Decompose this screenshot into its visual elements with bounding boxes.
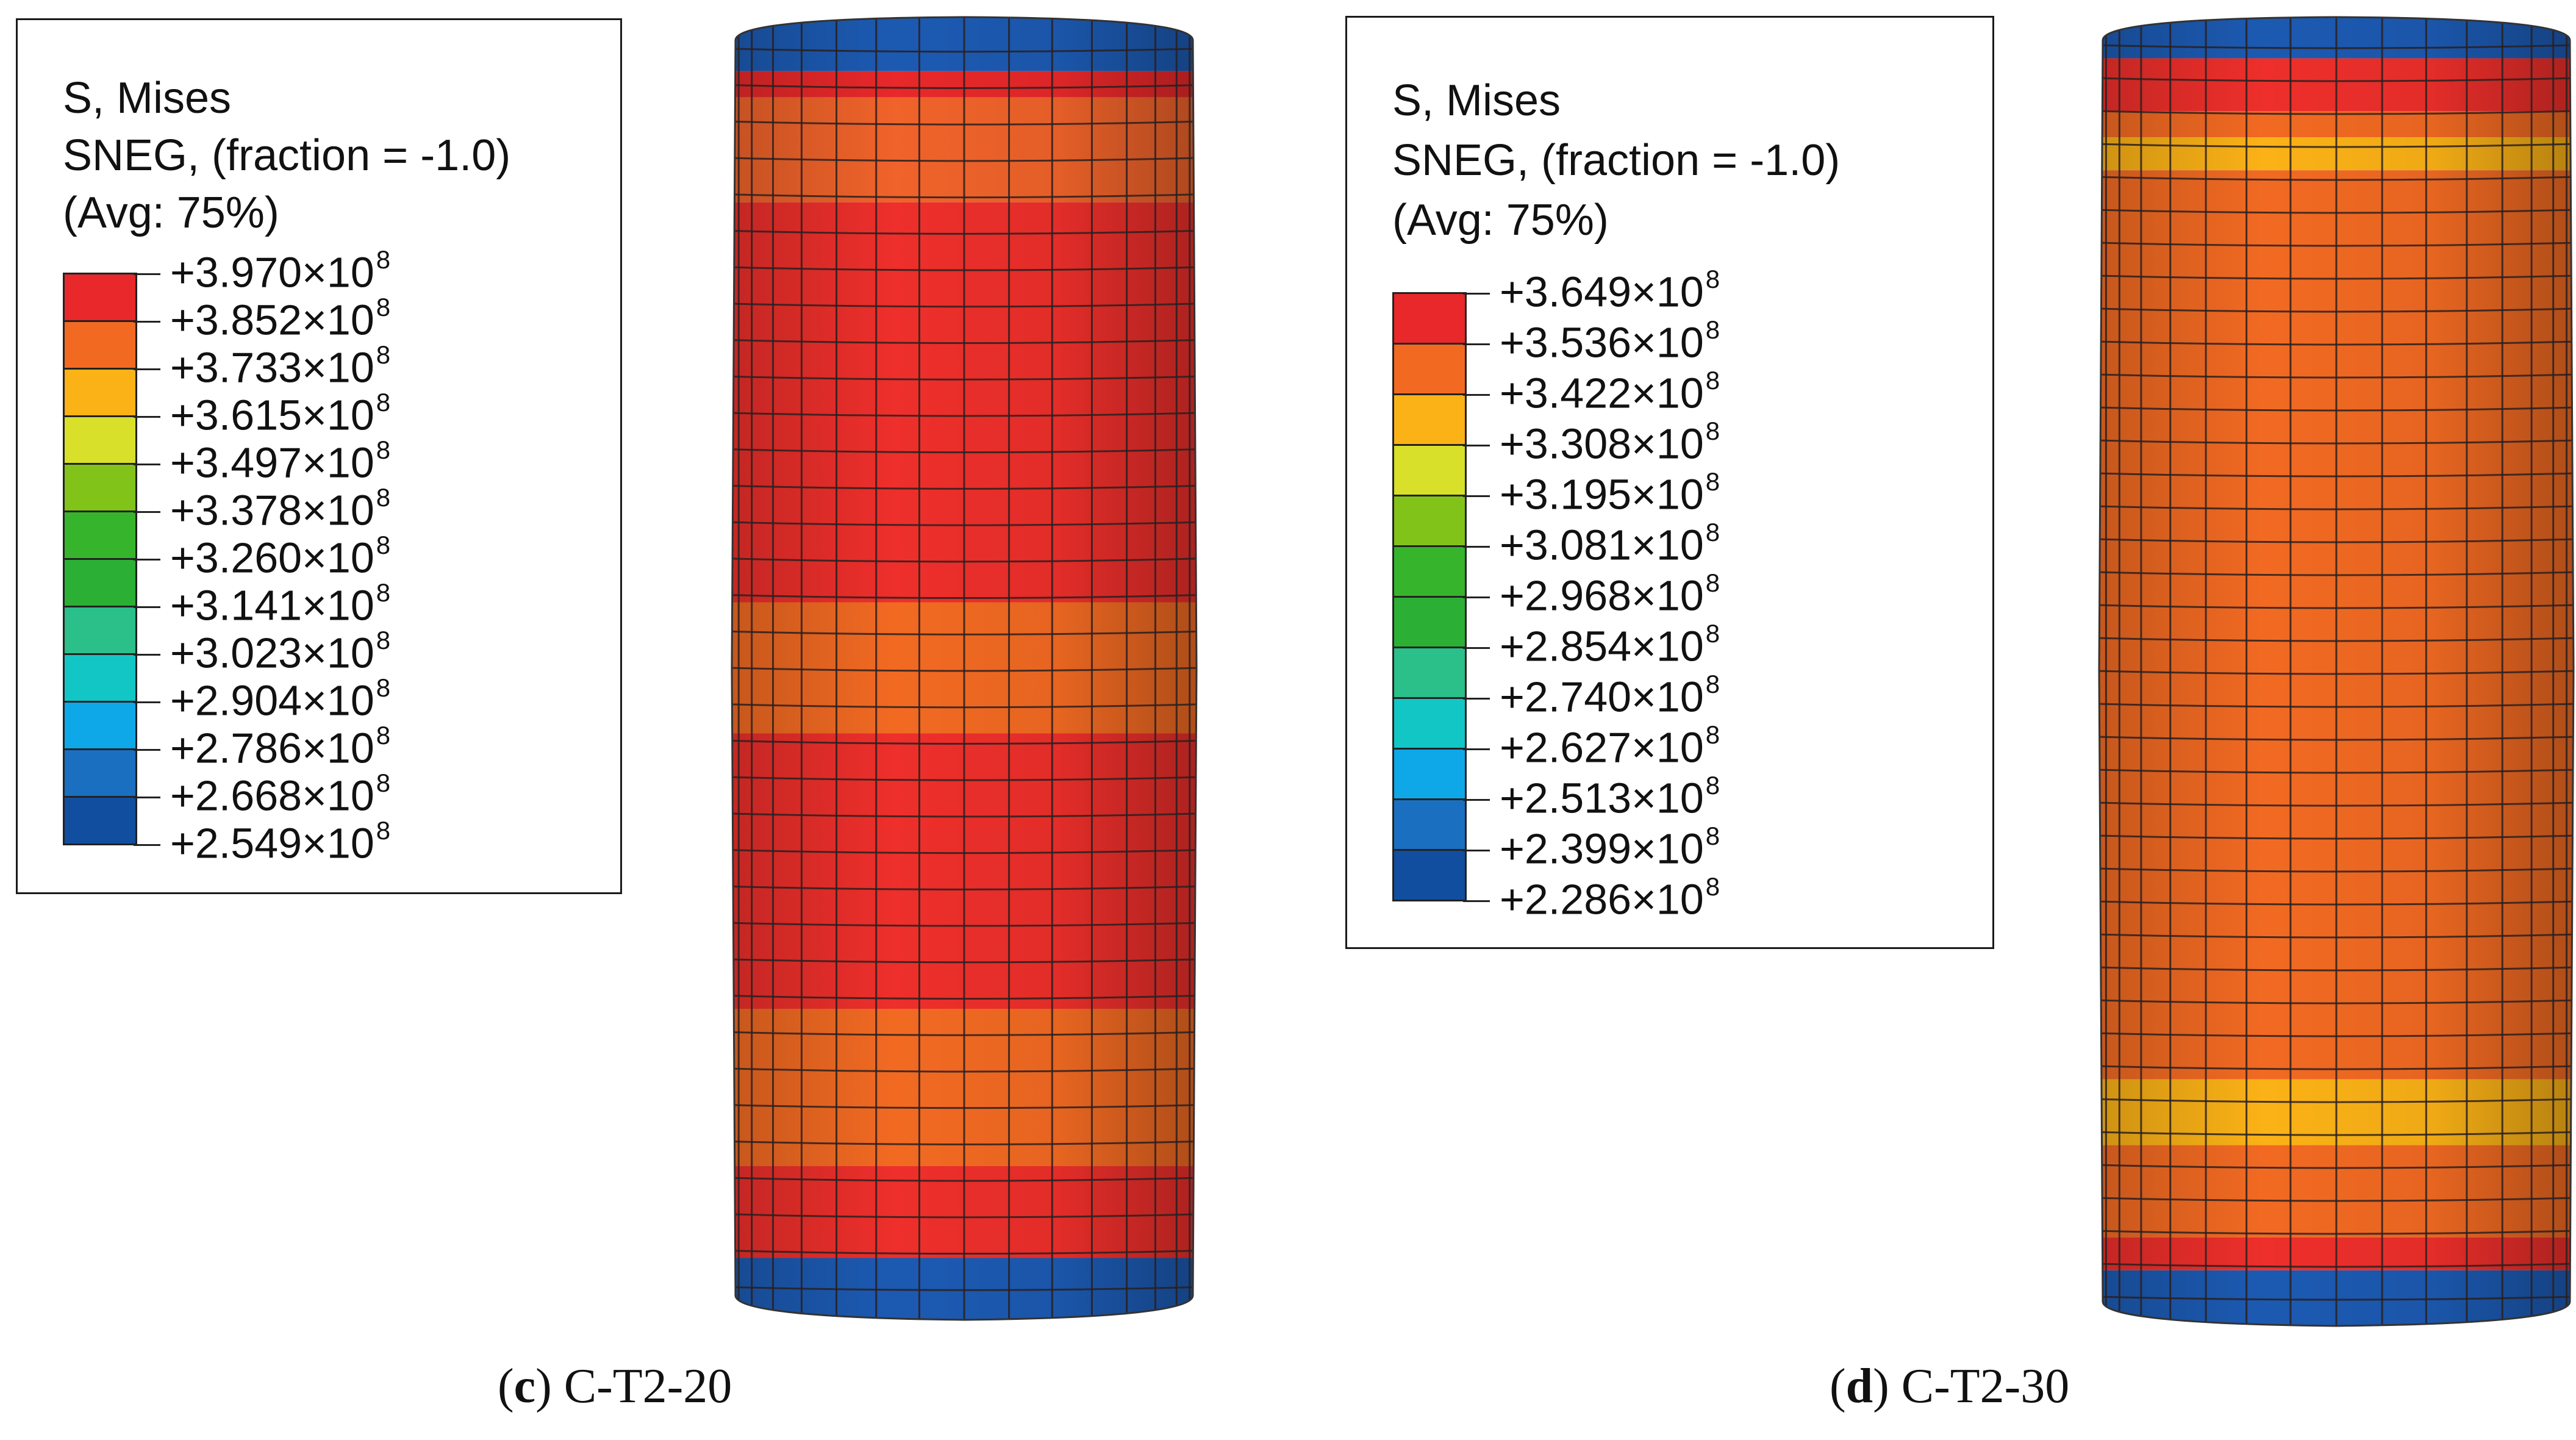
legend-tick [134,654,160,656]
legend-value: +2.549×108 [170,816,391,867]
legend-tick [1463,445,1490,446]
caption-text-d: C-T2-30 [1901,1359,2070,1413]
legend-tick [1463,546,1490,548]
color-swatch [65,274,135,320]
figure-caption-c: (c) C-T2-20 [498,1359,732,1413]
color-scale-bar [63,273,137,845]
legend-value: +3.422×108 [1500,366,1720,417]
color-swatch [1394,343,1465,393]
legend-tick [134,701,160,703]
legend-title-line-3: (Avg: 75%) [1392,196,1609,245]
legend-tick [1463,748,1490,750]
legend-title-line-2: SNEG, (fraction = -1.0) [63,131,511,180]
legend-tick [1463,293,1490,295]
legend-title-line-2: SNEG, (fraction = -1.0) [1392,136,1841,185]
panel-d: S, Mises SNEG, (fraction = -1.0) (Avg: 7… [1288,0,2576,1440]
caption-letter-c: c [513,1359,536,1413]
color-swatch [65,558,135,606]
legend-tick [1463,799,1490,801]
legend-value: +2.668×108 [170,768,391,820]
legend-value: +2.399×108 [1500,822,1720,873]
legend-tick [1463,394,1490,396]
figure-caption-d: (d) C-T2-30 [1830,1359,2070,1413]
legend-tick [134,321,160,323]
legend-value: +3.081×108 [1500,518,1720,569]
caption-text-c: C-T2-20 [564,1359,732,1413]
legend-tick [134,368,160,370]
legend-value: +2.786×108 [170,721,391,772]
color-swatch [65,368,135,415]
legend-tick [1463,495,1490,497]
color-swatch [1394,393,1465,444]
legend-tick [134,464,160,465]
legend-tick [1463,900,1490,902]
legend-value: +3.497×108 [170,435,391,487]
color-swatch [1394,748,1465,798]
color-swatch [1394,697,1465,748]
legend-value: +2.627×108 [1500,720,1720,772]
legend-title-line-1: S, Mises [1392,76,1561,125]
cylinder-model-c [731,16,1198,1321]
legend-value: +3.260×108 [170,531,391,582]
legend-tick [1463,698,1490,700]
legend-tick [134,273,160,275]
panel-c: S, Mises SNEG, (fraction = -1.0) (Avg: 7… [16,16,1198,1413]
legend-tick [134,749,160,751]
color-swatch [65,796,135,844]
color-swatch [1394,798,1465,849]
legend-value: +3.378×108 [170,483,391,534]
legend-c: S, Mises SNEG, (fraction = -1.0) (Avg: 7… [16,18,622,894]
legend-tick [1463,850,1490,851]
legend-value: +3.141×108 [170,578,391,629]
color-swatch [1394,444,1465,495]
legend-value: +3.615×108 [170,388,391,439]
legend-value: +3.023×108 [170,626,391,677]
color-swatch [1394,545,1465,596]
color-swatch [1394,596,1465,647]
legend-value: +2.740×108 [1500,670,1720,721]
cylinder-model-d [2098,16,2575,1327]
legend-tick [134,797,160,798]
legend-value: +3.970×108 [170,245,391,296]
color-swatch [65,653,135,701]
color-scale-bar [1392,292,1467,901]
legend-value: +3.195×108 [1500,467,1720,518]
legend-tick [1463,343,1490,345]
color-swatch [1394,647,1465,697]
caption-letter-d: d [1845,1359,1873,1413]
color-swatch [1394,495,1465,545]
legend-value: +3.733×108 [170,340,391,392]
legend-value: +2.286×108 [1500,872,1720,923]
legend-tick [1463,596,1490,598]
color-swatch [1394,294,1465,343]
legend-title-line-1: S, Mises [63,74,232,123]
legend-tick [134,606,160,608]
legend-value: +2.968×108 [1500,568,1720,620]
color-swatch [65,606,135,653]
legend-tick [134,559,160,561]
color-swatch [65,463,135,510]
legend-tick [134,416,160,418]
color-swatch [65,748,135,796]
color-swatch [65,510,135,558]
color-swatch [65,701,135,748]
legend-d: S, Mises SNEG, (fraction = -1.0) (Avg: 7… [1345,16,1994,949]
legend-value: +3.649×108 [1500,265,1720,316]
color-swatch [65,415,135,463]
legend-value: +2.513×108 [1500,771,1720,822]
color-swatch [65,320,135,368]
legend-value: +3.536×108 [1500,315,1720,367]
legend-value: +2.854×108 [1500,619,1720,670]
legend-title-line-3: (Avg: 75%) [63,188,279,237]
legend-tick [134,511,160,513]
color-swatch [1394,849,1465,900]
legend-value: +3.308×108 [1500,417,1720,468]
legend-tick [1463,647,1490,649]
legend-value: +2.904×108 [170,673,391,725]
legend-value: +3.852×108 [170,293,391,344]
legend-tick [134,844,160,846]
